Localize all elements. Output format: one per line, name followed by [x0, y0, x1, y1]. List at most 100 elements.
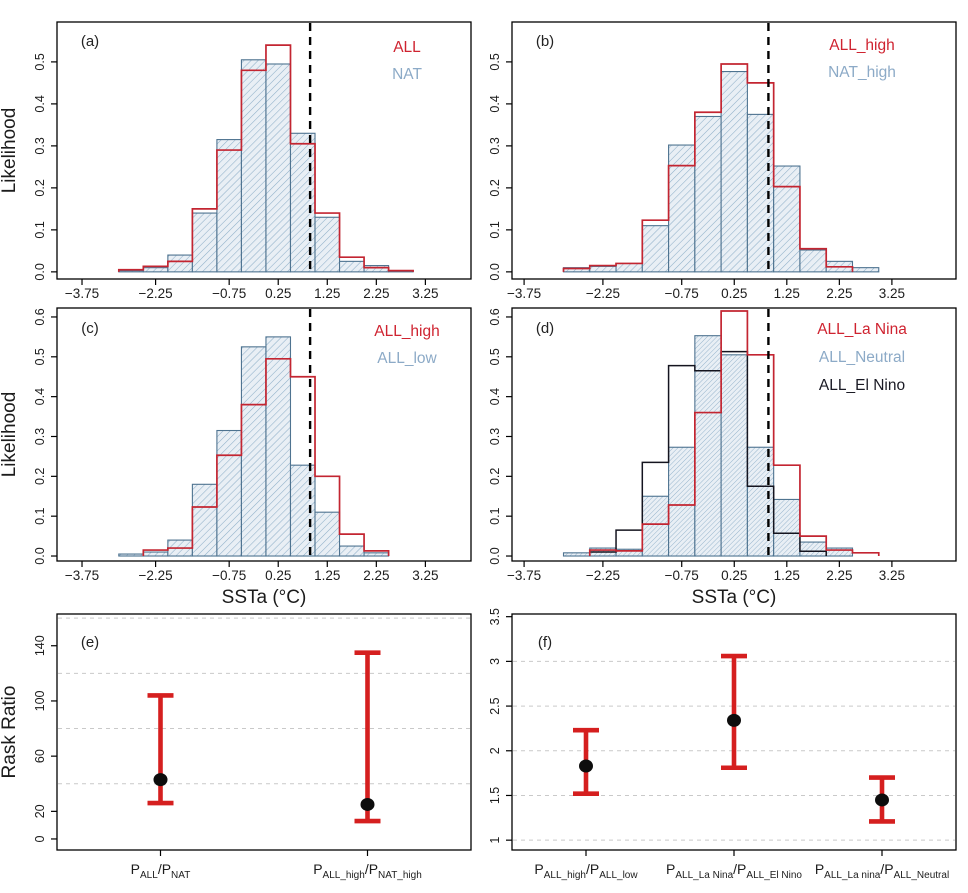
histogram-bar-NAT_high [799, 249, 827, 273]
category-label-main: P [131, 861, 140, 877]
panel-d-histogram: −3.75 −2.25 −0.75 0.25 1.25 2.25 3.25 0.0 0.1 0.2… [488, 307, 957, 607]
y-tick-label: 0 [33, 835, 47, 842]
category-label: PALL_La Nina/PALL_El Nino [666, 861, 802, 881]
legend-entry-all-high: ALL_high [374, 323, 440, 340]
y-tick-label: 140 [33, 635, 47, 656]
y-tick-label: 100 [33, 690, 47, 711]
histogram-bar-NAT_high [641, 225, 670, 273]
histogram-bar-ALL_Neutral [694, 335, 722, 557]
x-tick-label: 2.25 [363, 568, 389, 583]
y-tick-label: 0.0 [488, 263, 502, 280]
y-tick-label: 60 [33, 749, 47, 763]
category-label-main: P [815, 861, 824, 877]
y-tick-label: 0.4 [488, 388, 502, 405]
histogram-bar-ALL_low [216, 429, 242, 557]
y-tick-label: 0.1 [33, 507, 47, 524]
category-label: PALL_high/PNAT_high [313, 861, 422, 881]
y-tick-label: 3.5 [488, 608, 502, 625]
panel-b-histogram: −3.75 −2.25 −0.75 0.25 1.25 2.25 3.25 0.0 0.1 0.2… [488, 21, 957, 300]
central-estimate-dot [727, 713, 741, 727]
y-tick-label: 0.3 [488, 428, 502, 445]
x-tick-label: −0.75 [212, 568, 246, 583]
histogram-bar-ALL_low [191, 483, 218, 557]
x-tick-label: −0.75 [665, 568, 699, 583]
category-label-sub: ALL_La Nina [675, 870, 733, 881]
y-tick-label: 0.5 [33, 53, 47, 70]
histogram-outline-ALL_high [562, 63, 854, 272]
category-label-main: /P [586, 861, 599, 877]
central-estimate-dot [579, 759, 593, 773]
histogram-bar-ALL_Neutral [720, 354, 748, 557]
category-label-sub: ALL [140, 870, 158, 881]
category-label-sub: ALL_high [544, 870, 586, 881]
x-tick-label: −2.25 [586, 286, 620, 300]
panel-letter: (f) [538, 634, 552, 651]
legend-entry-all-high: ALL_high [829, 37, 895, 54]
category-label-sub: ALL_Neutral [894, 870, 950, 881]
category-label-sub: ALL_high [323, 870, 365, 881]
x-tick-label: −2.25 [139, 568, 173, 583]
y-tick-label: 0.4 [33, 388, 47, 405]
histogram-bar-NAT_high [668, 144, 696, 273]
x-tick-label: 1.25 [774, 286, 800, 300]
histogram-bar-ALL_Neutral [562, 552, 591, 557]
histogram-bar-NAT [118, 270, 144, 273]
legend-entry-nat: NAT [392, 66, 422, 83]
y-tick-label: 0.1 [488, 221, 502, 238]
y-tick-label: 0.3 [488, 137, 502, 154]
y-tick-label: 0.1 [33, 221, 47, 238]
histogram-bar-ALL_low [363, 552, 390, 557]
panel-letter: (c) [81, 320, 99, 337]
x-tick-label: −2.25 [586, 568, 620, 583]
histogram-outline-ALL [117, 44, 414, 272]
histogram-bar-NAT [191, 212, 218, 273]
y-tick-label: 0.6 [488, 308, 502, 325]
panel-f-risk-ratio: P ALL_high/PALL_low PALL_La Nina/PALL_El N… [488, 608, 957, 881]
histogram-outline-ALL_La Nina [588, 310, 880, 557]
panel-e-risk-ratio: PALL/PNAT PALL_high/PNAT_high02060100140(… [0, 613, 472, 881]
plot-box [56, 613, 472, 851]
category-label: PALL/PNAT [131, 861, 191, 881]
x-tick-label: 1.25 [314, 568, 340, 583]
category-label-main: P [666, 861, 675, 877]
legend-entry-all-low: ALL_low [377, 350, 437, 367]
panel-letter: (e) [81, 634, 99, 651]
y-tick-label: 0.4 [33, 95, 47, 112]
histogram-bar-ALL_Neutral [641, 495, 670, 557]
histogram-bar-NAT_high [615, 262, 643, 273]
panel-letter: (d) [536, 320, 554, 337]
y-axis-title: Rask Ratio [0, 686, 20, 779]
histogram-bar-ALL_Neutral [773, 498, 801, 557]
histogram-bar-NAT_high [851, 267, 880, 273]
histogram-bar-ALL_low [338, 545, 365, 557]
histogram-bar-NAT [314, 216, 341, 273]
y-tick-label: 2 [488, 747, 502, 754]
histogram-bar-NAT_high [746, 113, 775, 273]
panel-letter: (b) [536, 33, 554, 50]
x-tick-label: 1.25 [314, 286, 340, 300]
x-tick-label: −0.75 [665, 286, 699, 300]
y-tick-label: 2.5 [488, 697, 502, 714]
histogram-bar-ALL_low [314, 511, 341, 557]
category-label-main: /P [365, 861, 378, 877]
histogram-bar-NAT [167, 254, 193, 273]
y-tick-label: 1.5 [488, 787, 502, 804]
histogram-bar-ALL_low [118, 553, 144, 557]
x-tick-label: 0.25 [721, 568, 747, 583]
histogram-bar-NAT [338, 260, 365, 273]
plot-box [511, 21, 957, 280]
y-tick-label: 0.1 [488, 507, 502, 524]
x-axis-title: SSTa (°C) [692, 587, 777, 607]
x-tick-label: 2.25 [826, 286, 852, 300]
x-tick-label: 0.25 [265, 568, 291, 583]
histogram-bar-ALL_low [142, 551, 169, 557]
y-tick-label: 0.2 [488, 179, 502, 196]
y-tick-label: 1 [488, 837, 502, 844]
central-estimate-dot [360, 797, 375, 811]
y-tick-label: 0.2 [33, 179, 47, 196]
histogram-bar-NAT_high [694, 115, 722, 273]
category-label-sub: NAT [171, 870, 190, 881]
category-label-sub: ALL_low [599, 870, 638, 881]
central-estimate-dot [153, 773, 168, 787]
x-tick-label: 3.25 [879, 286, 905, 300]
